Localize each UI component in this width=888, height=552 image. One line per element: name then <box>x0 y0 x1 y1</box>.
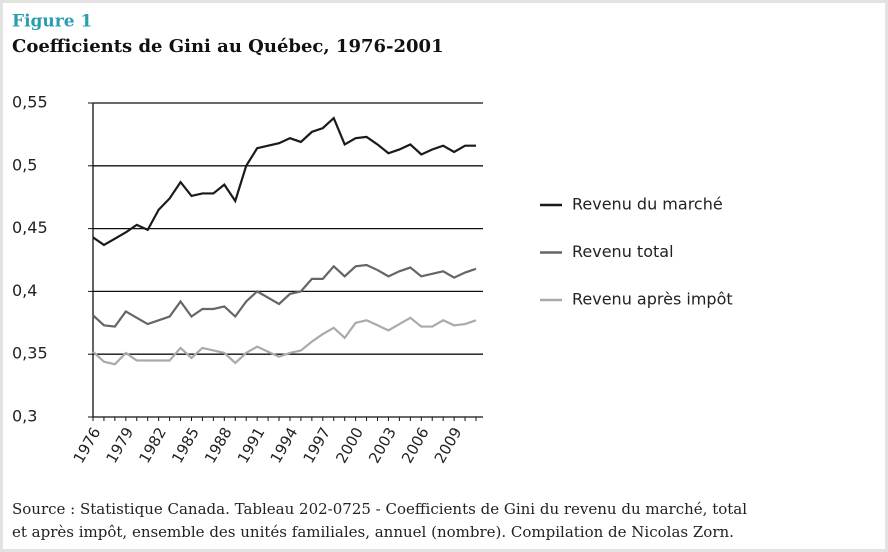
y-tick-label: 0,55 <box>12 93 48 112</box>
source-line: et après impôt, ensemble des unités fami… <box>12 523 734 541</box>
series-line <box>92 316 477 366</box>
y-tick-label: 0,4 <box>12 281 37 300</box>
y-tick-label: 0,3 <box>12 407 37 426</box>
source-line: Source : Statistique Canada. Tableau 202… <box>12 500 747 518</box>
y-tick-label: 0,35 <box>12 344 48 363</box>
legend-label: Revenu total <box>572 242 674 261</box>
figure-label: Figure 1 <box>12 12 92 32</box>
y-tick-label: 0,45 <box>12 218 48 237</box>
legend-label: Revenu après impôt <box>572 290 733 309</box>
y-tick-label: 0,5 <box>12 155 37 174</box>
series-line <box>92 116 476 247</box>
legend-label: Revenu du marché <box>572 195 723 214</box>
chart-title: Coefficients de Gini au Québec, 1976-200… <box>12 36 444 57</box>
series-line <box>92 263 477 328</box>
